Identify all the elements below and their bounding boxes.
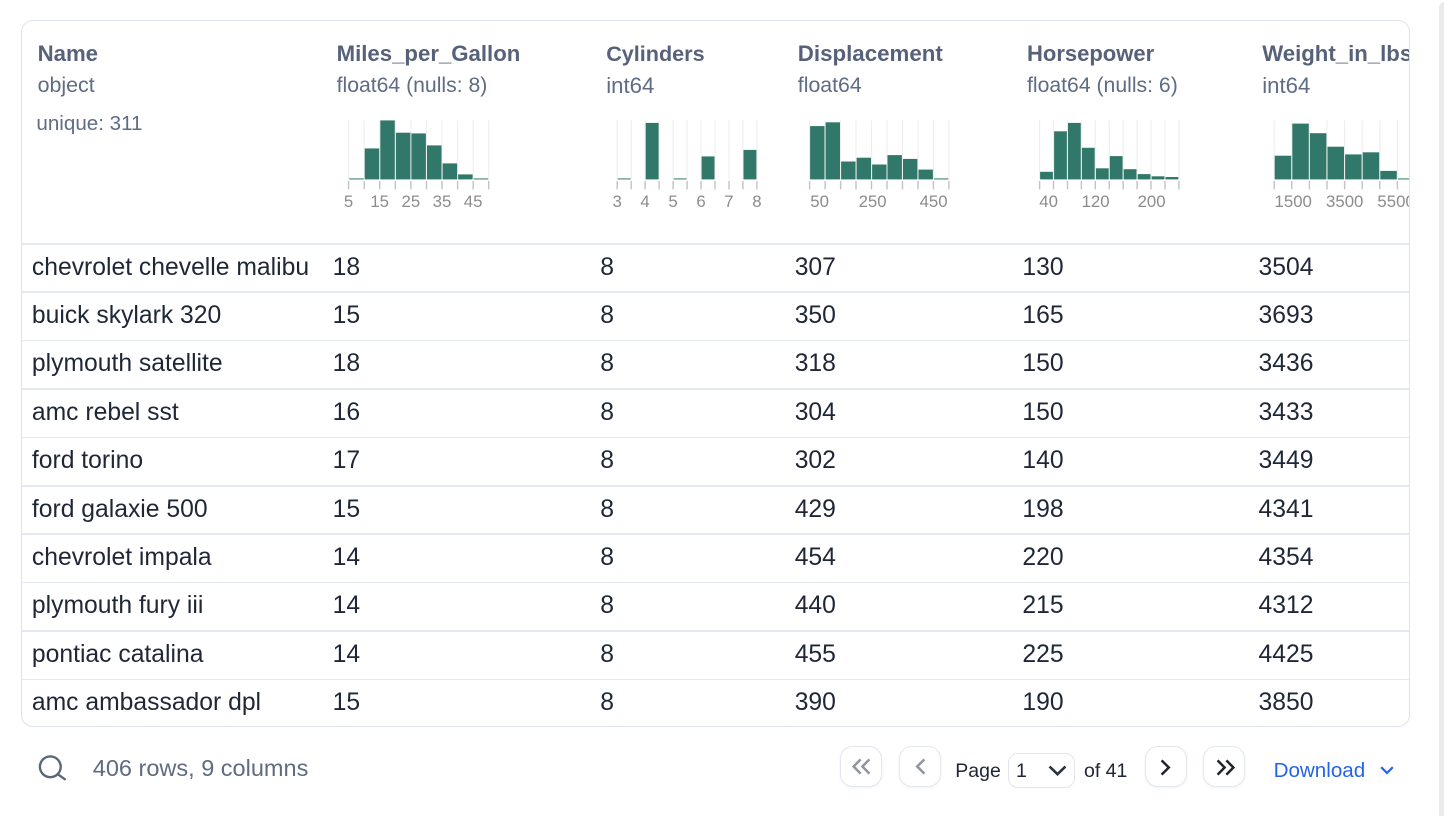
svg-text:15: 15	[370, 192, 389, 211]
svg-text:8: 8	[752, 192, 761, 211]
svg-text:3500: 3500	[1326, 192, 1363, 211]
svg-text:4: 4	[640, 192, 649, 211]
svg-text:5: 5	[668, 192, 677, 211]
svg-text:6: 6	[696, 192, 705, 211]
svg-text:25: 25	[402, 192, 421, 211]
svg-text:250: 250	[859, 192, 887, 211]
svg-text:120: 120	[1082, 192, 1110, 211]
svg-text:5500: 5500	[1377, 192, 1409, 211]
svg-text:7: 7	[724, 192, 733, 211]
svg-text:50: 50	[810, 192, 829, 211]
svg-text:5: 5	[344, 192, 353, 211]
svg-text:40: 40	[1039, 192, 1058, 211]
svg-text:45: 45	[464, 192, 483, 211]
svg-text:450: 450	[920, 192, 948, 211]
svg-text:1500: 1500	[1275, 192, 1312, 211]
svg-text:3: 3	[613, 192, 622, 211]
svg-text:200: 200	[1138, 192, 1166, 211]
svg-text:35: 35	[433, 192, 452, 211]
